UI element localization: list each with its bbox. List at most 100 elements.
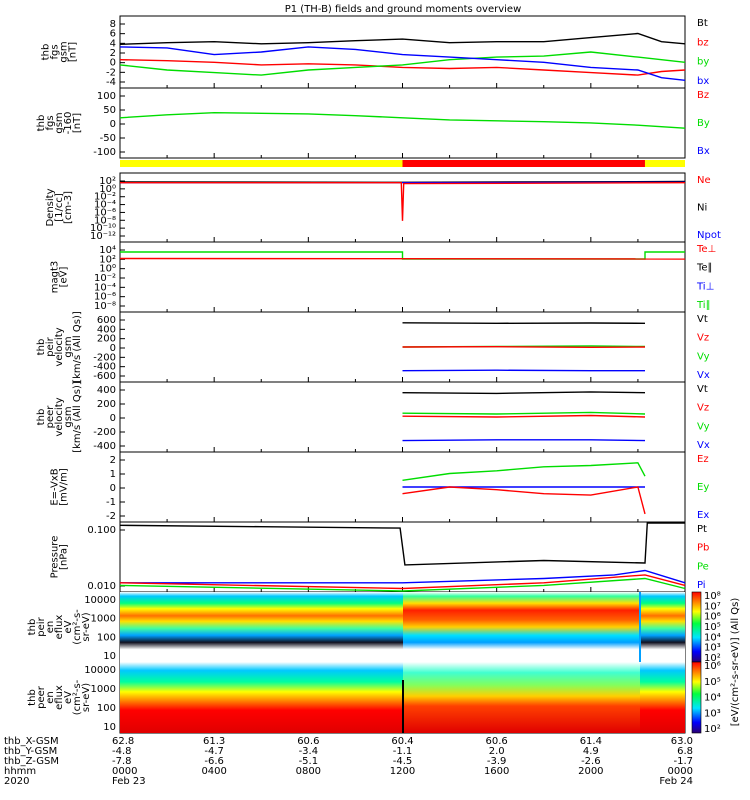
series-Bt xyxy=(119,32,686,45)
y-tick-label: 8 xyxy=(110,19,116,30)
colorbar-tick: 10⁵ xyxy=(704,677,721,688)
ion-spectrogram-mid xyxy=(403,592,640,662)
y-axis-label: gsm xyxy=(59,41,70,62)
y-axis-label: en xyxy=(45,691,56,704)
legend-Pb: Pb xyxy=(697,543,709,554)
y-tick-label: 10000 xyxy=(84,665,116,676)
y-tick-label: 10⁰ xyxy=(99,184,116,195)
colorbar-tick: 10⁴ xyxy=(704,693,721,704)
y-tick-label: 10 xyxy=(103,651,116,662)
mode-segment-red xyxy=(402,160,645,167)
electron-spectrogram xyxy=(120,662,685,733)
y-axis-label: [eV] xyxy=(59,267,70,288)
y-tick-label: -600 xyxy=(93,371,116,382)
legend-Ni: Ni xyxy=(697,203,707,214)
y-tick-label: 100 xyxy=(97,91,116,102)
y-tick-label: 10⁻⁸ xyxy=(94,301,116,312)
y-tick-label: 10⁰ xyxy=(99,264,116,275)
y-axis-label: E=-VxB xyxy=(50,468,61,505)
y-tick-label: -400 xyxy=(93,441,116,452)
orbit-footer: thb_X-GSMthb_Y-GSMthb_Z-GSMhhmm202062.8-… xyxy=(4,736,693,787)
y-tick-label: 1 xyxy=(110,469,116,480)
legend-Ti∥: Ti∥ xyxy=(696,300,711,311)
y-tick-label: 10⁻⁸ xyxy=(94,215,116,226)
legend-Vy: Vy xyxy=(697,421,710,432)
legend-Pi: Pi xyxy=(697,580,706,591)
y-tick-label: 10000 xyxy=(84,595,116,606)
colorbar-tick: 10⁶ xyxy=(704,612,721,623)
colorbar-tick: 10⁵ xyxy=(704,622,721,633)
y-axis-label: sr-eV) xyxy=(81,612,92,641)
series-Vz xyxy=(402,346,646,349)
legend-Bt: Bt xyxy=(697,18,708,29)
y-tick-label: 50 xyxy=(103,105,116,116)
series-Te⊥ xyxy=(119,257,686,260)
footer-value: 0800 xyxy=(296,766,321,777)
series-Vy xyxy=(402,411,646,415)
legend-Ey: Ey xyxy=(697,482,709,493)
legend-Pt: Pt xyxy=(697,524,707,535)
colorbar-tick: 10⁸ xyxy=(704,591,721,602)
footer-row-label: thb_X-GSM xyxy=(4,736,59,747)
footer-value: -4.5 xyxy=(393,756,413,767)
y-axis-label: thb xyxy=(41,44,52,61)
footer-value: -3.4 xyxy=(299,746,319,757)
series-Vt xyxy=(402,322,646,324)
y-tick-label: -2 xyxy=(106,511,116,522)
y-tick-label: -200 xyxy=(93,352,116,363)
y-tick-label: 1000 xyxy=(91,684,116,695)
y-tick-label: 10⁴ xyxy=(99,245,116,256)
footer-value: 60.6 xyxy=(297,736,319,747)
mode-segment-yellow xyxy=(120,160,403,167)
mode-segment-yellow xyxy=(644,160,685,167)
legend-Te∥: Te∥ xyxy=(696,263,713,274)
series-Pb xyxy=(119,574,686,590)
footer-value: -1.1 xyxy=(393,746,413,757)
legend-Pe: Pe xyxy=(697,561,709,572)
footer-value: 61.3 xyxy=(203,736,225,747)
legend-Bx: Bx xyxy=(697,146,710,157)
y-axis-label: eV xyxy=(63,620,74,633)
footer-value: 6.8 xyxy=(677,746,693,757)
y-axis-label: eflux xyxy=(54,685,65,710)
colorbar-tick: 10³ xyxy=(704,643,721,654)
plot-title: P1 (TH-B) fields and ground moments over… xyxy=(285,4,522,15)
series-Vz xyxy=(402,414,646,418)
y-tick-label: 4 xyxy=(110,38,116,49)
y-axis-label: [nT] xyxy=(72,113,83,133)
series-bx xyxy=(119,46,686,81)
footer-row-label: hhmm xyxy=(4,766,36,777)
legend-Ti⊥: Ti⊥ xyxy=(696,281,714,292)
y-axis-label: eV xyxy=(63,691,74,704)
y-tick-label: 400 xyxy=(97,385,116,396)
colorbar-bottom-strip xyxy=(691,661,702,734)
footer-value: 60.4 xyxy=(391,736,413,747)
y-tick-label: -1 xyxy=(106,497,116,508)
series-Vx xyxy=(402,439,646,442)
footer-value: -5.1 xyxy=(299,756,319,767)
y-axis-label: thb xyxy=(27,619,38,636)
colorbar-label: [eV/(cm²-s-sr-eV)] (All Qs) xyxy=(730,598,741,727)
y-tick-label: 200 xyxy=(97,399,116,410)
y-tick-label: 6 xyxy=(110,29,116,40)
y-axis-label: [km/s (All Qs)] xyxy=(72,311,83,383)
series-By xyxy=(119,111,686,129)
y-tick-label: 10⁻² xyxy=(94,273,116,284)
panel-stack: 86420-2-4thbfgsgsm[nT]Btbzbybx100500-50-… xyxy=(27,15,721,734)
footer-value: 61.4 xyxy=(580,736,602,747)
legend-Ez: Ez xyxy=(697,454,709,465)
footer-value: 1600 xyxy=(484,766,509,777)
legend-Vt: Vt xyxy=(697,314,708,325)
y-axis-label: sr-eV) xyxy=(81,683,92,712)
series-by xyxy=(119,51,686,76)
footer-value: -6.6 xyxy=(204,756,224,767)
legend-Npot: Npot xyxy=(697,230,721,241)
footer-value: 1200 xyxy=(390,766,415,777)
footer-row-label: thb_Z-GSM xyxy=(4,756,59,767)
series-layer xyxy=(119,32,686,592)
y-axis-label: thb xyxy=(27,689,38,706)
panel-frame xyxy=(119,15,686,89)
colorbar-tick: 10³ xyxy=(704,708,721,719)
